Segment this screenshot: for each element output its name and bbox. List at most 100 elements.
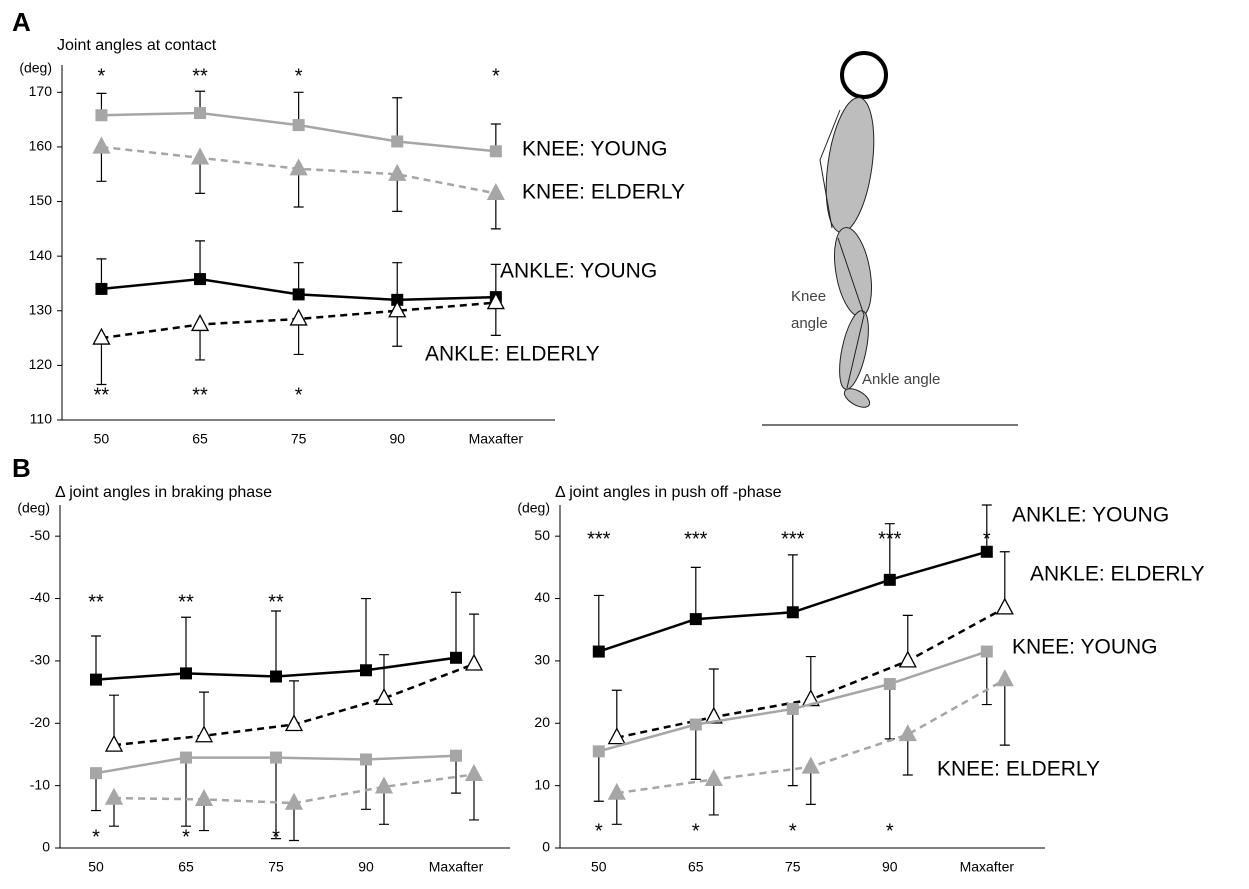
error-bar (902, 734, 913, 776)
marker (391, 293, 404, 306)
series-label: KNEE: YOUNG (522, 138, 667, 161)
marker (898, 650, 917, 668)
y-tick-label: -10 (30, 776, 50, 792)
x-tick-label: 90 (358, 859, 374, 875)
x-tick-label: 65 (192, 431, 208, 447)
series-label: ANKLE: ELDERLY (425, 343, 600, 366)
marker (995, 669, 1014, 687)
error-bar (981, 504, 992, 552)
series-label: KNEE: ELDERLY (522, 181, 685, 204)
marker (92, 327, 111, 345)
y-tick-label: 40 (534, 589, 550, 605)
y-axis-label: (deg) (17, 500, 50, 516)
error-bar (361, 597, 371, 671)
series-label: ANKLE: YOUNG (1012, 504, 1169, 527)
toe (843, 388, 871, 408)
marker (90, 767, 102, 780)
significance: ** (178, 591, 194, 613)
marker (180, 751, 192, 764)
significance: ** (192, 65, 208, 87)
significance: *** (781, 528, 805, 550)
marker (104, 734, 124, 752)
error-bar (787, 708, 798, 787)
marker (95, 109, 108, 122)
marker (486, 292, 505, 310)
x-tick-label: Maxafter (469, 431, 524, 447)
significance: * (182, 826, 190, 848)
x-tick-label: 65 (688, 859, 704, 875)
ankle-line (846, 314, 865, 389)
significance: * (492, 65, 500, 87)
y-tick-label: 120 (29, 356, 53, 372)
significance: ** (94, 384, 110, 406)
panel-label: A (12, 7, 31, 37)
x-tick-label: Maxafter (960, 859, 1015, 875)
knee-line (837, 237, 865, 316)
marker (270, 670, 282, 683)
y-tick-label: 130 (29, 301, 53, 317)
marker (801, 756, 820, 774)
y-tick-label: 0 (42, 839, 50, 855)
marker (194, 273, 207, 286)
significance: ** (88, 591, 104, 613)
y-tick-label: 150 (29, 192, 53, 208)
chart-title: Δ joint angles in push off -phase (555, 484, 782, 501)
marker (883, 573, 896, 586)
marker (180, 667, 192, 680)
error-bar (451, 591, 461, 658)
marker (284, 714, 304, 732)
marker (388, 163, 407, 181)
error-bar (787, 554, 798, 613)
error-bar (690, 566, 701, 620)
error-bar (593, 751, 604, 802)
shank (834, 227, 872, 317)
series-label: ANKLE: YOUNG (500, 260, 657, 283)
marker (289, 158, 308, 176)
y-tick-label: -40 (30, 589, 50, 605)
error-bar (981, 651, 992, 706)
significance: * (92, 826, 100, 848)
y-tick-label: 0 (542, 839, 550, 855)
series-label: ANKLE: ELDERLY (1030, 563, 1205, 586)
marker (292, 288, 305, 301)
chart-title: Δ joint angles in braking phase (55, 484, 272, 501)
marker (190, 147, 210, 165)
y-tick-label: -50 (30, 527, 50, 543)
marker (104, 787, 124, 805)
significance: *** (587, 528, 611, 550)
marker (786, 702, 799, 715)
significance: * (295, 65, 303, 87)
significance: *** (684, 528, 708, 550)
significance: * (692, 820, 700, 842)
x-tick-label: 50 (591, 859, 607, 875)
knee-label: Knee (791, 288, 826, 305)
panel-label: B (12, 453, 31, 483)
y-tick-label: 10 (534, 776, 550, 792)
x-tick-label: 75 (785, 859, 801, 875)
significance: * (886, 820, 894, 842)
error-bar (91, 773, 101, 812)
marker (898, 724, 917, 742)
marker (391, 135, 404, 148)
x-tick-label: 75 (268, 859, 284, 875)
x-tick-label: 90 (389, 431, 405, 447)
error-bar (690, 724, 701, 780)
x-tick-label: 65 (178, 859, 194, 875)
x-tick-label: 50 (88, 859, 104, 875)
y-tick-label: 110 (30, 411, 53, 427)
error-bar (392, 97, 403, 142)
series-label: KNEE: YOUNG (1012, 636, 1157, 659)
x-tick-label: 75 (291, 431, 307, 447)
marker (592, 645, 605, 658)
significance: ** (268, 591, 284, 613)
y-tick-label: 140 (29, 247, 53, 263)
marker (704, 706, 723, 724)
ankle-label: Ankle angle (862, 371, 940, 388)
series-label: KNEE: ELDERLY (937, 758, 1100, 781)
knee-label: angle (791, 315, 828, 332)
leg-diagram (762, 51, 1018, 426)
x-tick-label: 50 (94, 431, 110, 447)
y-tick-label: 20 (534, 714, 550, 730)
x-tick-label: Maxafter (429, 859, 484, 875)
